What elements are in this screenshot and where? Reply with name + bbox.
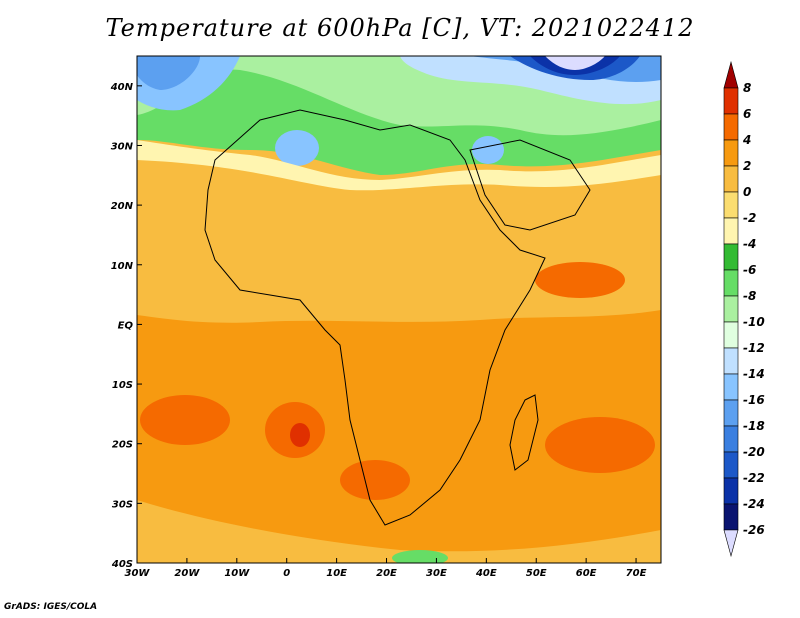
madagascar-outline [509, 394, 539, 471]
lat-tick-label: 10S [112, 380, 133, 391]
colorbar-label: -14 [743, 367, 765, 381]
colorbar-swatch [723, 113, 739, 141]
colorbar-swatch [723, 399, 739, 427]
colorbar-label: 6 [743, 107, 751, 121]
colorbar: 8 6 4 2 0 -2 -4 -6 -8 -10 -12 -14 -16 -18 -20 -22 -24 -26 [723, 60, 765, 558]
colorbar-swatch [723, 373, 739, 401]
colorbar-swatch [723, 529, 739, 558]
colorbar-label: 0 [743, 185, 751, 199]
colorbar-label: -20 [743, 445, 765, 459]
lat-tick-label: 10N [111, 261, 134, 272]
colorbar-label: -22 [743, 471, 765, 485]
lon-tick-label: 0 [283, 568, 290, 579]
lon-tick-label: 20E [376, 568, 397, 579]
colorbar-label: -12 [743, 341, 765, 355]
lon-tick-label: 20W [174, 568, 200, 579]
lon-tick-label: 10W [224, 568, 250, 579]
lat-tick-label: 20N [111, 201, 134, 212]
colorbar-swatch [723, 295, 739, 323]
colorbar-label: 4 [742, 133, 751, 147]
temperature-field [137, 56, 661, 563]
colorbar-label: 8 [743, 81, 751, 95]
lat-tick-label: 40S [111, 559, 133, 570]
colorbar-label: -8 [743, 289, 756, 303]
lon-tick-label: 70E [626, 568, 647, 579]
lon-tick-label: 60E [576, 568, 597, 579]
colorbar-swatch [723, 477, 739, 505]
colorbar-label: -26 [743, 523, 765, 537]
colorbar-swatch [723, 165, 739, 193]
colorbar-label: -24 [743, 497, 765, 511]
longitude-axis: 30W 20W 10W 0 10E 20E 30E 40E 50E 60E 70E [125, 558, 647, 579]
colorbar-swatch [723, 269, 739, 297]
colorbar-swatch [723, 503, 739, 531]
colorbar-label: -4 [743, 237, 756, 251]
colorbar-label: 2 [743, 159, 751, 173]
lon-tick-label: 30W [125, 568, 151, 579]
colorbar-swatch [723, 217, 739, 245]
footer-credit: GrADS: IGES/COLA [4, 602, 98, 612]
lat-tick-label: 30N [111, 141, 134, 152]
colorbar-swatch [723, 60, 739, 89]
lat-tick-label: 20S [112, 440, 133, 451]
colorbar-swatch [723, 191, 739, 219]
lon-tick-label: 30E [426, 568, 447, 579]
arabia-outline [469, 139, 591, 231]
lon-tick-label: 40E [475, 568, 497, 579]
colorbar-label: -18 [743, 419, 765, 433]
coastline [204, 109, 546, 526]
colorbar-swatch [723, 425, 739, 453]
colorbar-swatch [723, 451, 739, 479]
colorbar-label: -2 [743, 211, 756, 225]
lat-tick-label: EQ [118, 320, 134, 331]
colorbar-swatch [723, 87, 739, 115]
colorbar-label: -6 [743, 263, 756, 277]
lat-tick-label: 40N [110, 82, 134, 93]
lon-tick-label: 50E [526, 568, 547, 579]
colorbar-swatch [723, 321, 739, 349]
colorbar-swatch [723, 139, 739, 167]
colorbar-label: -10 [743, 315, 765, 329]
chart-title: Temperature at 600hPa [C], VT: 202102241… [105, 14, 695, 42]
lon-tick-label: 10E [326, 568, 347, 579]
latitude-axis: 40N 30N 20N 10N EQ 10S 20S 30S 40S [110, 82, 142, 570]
plot-frame [136, 55, 662, 564]
colorbar-swatch [723, 243, 739, 271]
lat-tick-label: 30S [112, 499, 133, 510]
colorbar-label: -16 [743, 393, 765, 407]
colorbar-swatch [723, 347, 739, 375]
